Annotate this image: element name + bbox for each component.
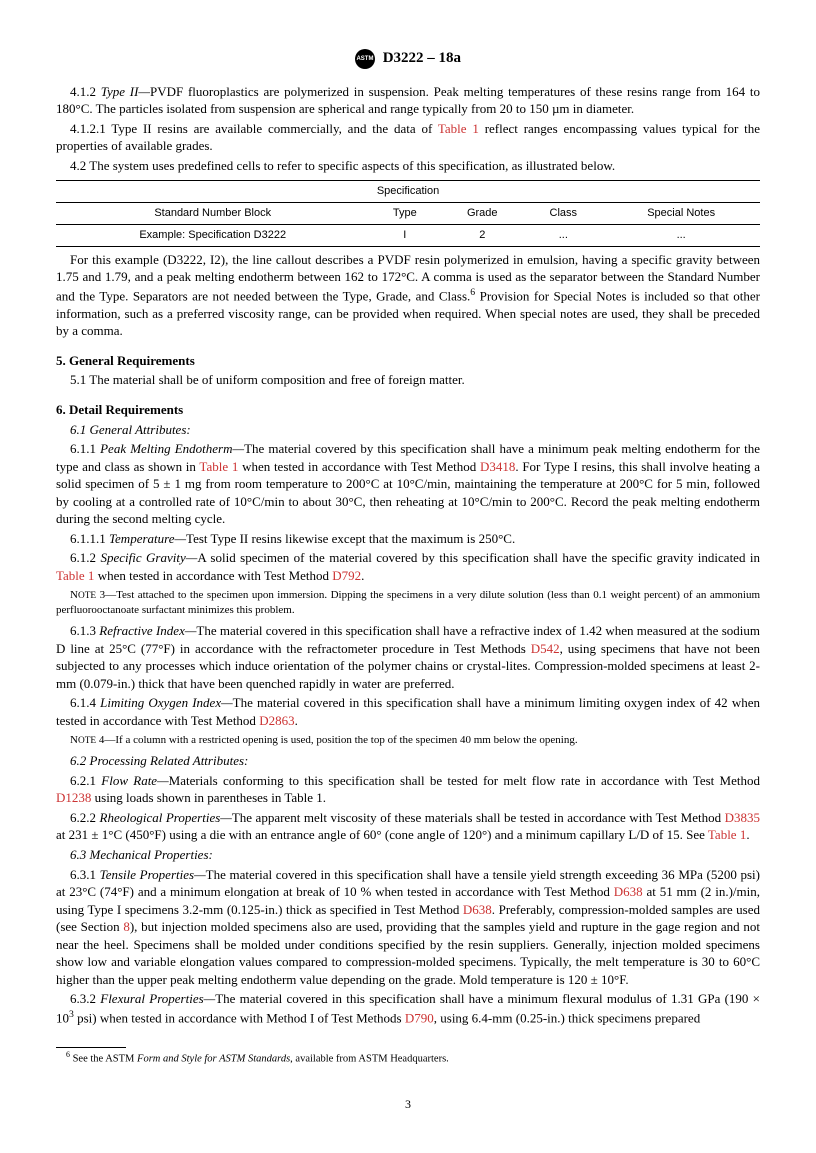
para-6.2.2: 6.2.2 Rheological Properties—The apparen… [56,809,760,844]
col-notes: Special Notes [602,203,760,225]
para-6.1.4: 6.1.4 Limiting Oxygen Index—The material… [56,694,760,729]
col-type: Type [369,203,440,225]
d638-link[interactable]: D638 [463,902,492,917]
table1-link[interactable]: Table 1 [56,568,94,583]
d3835-link[interactable]: D3835 [725,810,760,825]
footnote-6: 6 See the ASTM Form and Style for ASTM S… [56,1050,760,1067]
cell-grade: 2 [440,224,524,246]
cell-type: I [369,224,440,246]
designation: D3222 – 18a [383,50,461,66]
para-4.1.2.1: 4.1.2.1 Type II resins are available com… [56,120,760,155]
d1238-link[interactable]: D1238 [56,790,91,805]
specification-table: Specification Standard Number Block Type… [56,180,760,247]
d2863-link[interactable]: D2863 [259,713,294,728]
document-header: D3222 – 18a [56,48,760,69]
table1-link[interactable]: Table 1 [708,827,746,842]
d790-link[interactable]: D790 [405,1010,434,1025]
col-grade: Grade [440,203,524,225]
section-5-head: 5. General Requirements [56,352,760,370]
col-std-num: Standard Number Block [56,203,369,225]
section-6-head: 6. Detail Requirements [56,401,760,419]
page-number: 3 [56,1096,760,1112]
d792-link[interactable]: D792 [332,568,361,583]
para-6.1.2: 6.1.2 Specific Gravity—A solid specimen … [56,549,760,584]
para-6.3.2: 6.3.2 Flexural Properties—The material c… [56,990,760,1026]
table-header-span: Specification [56,181,760,203]
cell-class: ... [524,224,602,246]
note-4: NOTE 4—If a column with a restricted ope… [56,733,760,748]
cell-notes: ... [602,224,760,246]
para-6.1: 6.1 General Attributes: [56,421,760,439]
para-4.1.2: 4.1.2 Type II—PVDF fluoroplastics are po… [56,83,760,118]
para-6.3: 6.3 Mechanical Properties: [56,846,760,864]
para-4.2: 4.2 The system uses predefined cells to … [56,157,760,175]
para-6.2: 6.2 Processing Related Attributes: [56,752,760,770]
footnote-rule [56,1047,126,1048]
callout-para: For this example (D3222, I2), the line c… [56,251,760,340]
d542-link[interactable]: D542 [531,641,560,656]
table1-link[interactable]: Table 1 [199,459,238,474]
d638-link[interactable]: D638 [614,884,643,899]
note-3: NOTE 3—Test attached to the specimen upo… [56,588,760,618]
d3418-link[interactable]: D3418 [480,459,515,474]
table1-link[interactable]: Table 1 [438,121,479,136]
astm-logo-icon [355,49,375,69]
para-6.1.3: 6.1.3 Refractive Index—The material cove… [56,622,760,692]
col-class: Class [524,203,602,225]
para-6.1.1: 6.1.1 Peak Melting Endotherm—The materia… [56,440,760,528]
para-6.1.1.1: 6.1.1.1 Temperature—Test Type II resins … [56,530,760,548]
para-6.3.1: 6.3.1 Tensile Properties—The material co… [56,866,760,989]
para-5.1: 5.1 The material shall be of uniform com… [56,371,760,389]
row-label: Example: Specification D3222 [56,224,369,246]
para-6.2.1: 6.2.1 Flow Rate—Materials conforming to … [56,772,760,807]
